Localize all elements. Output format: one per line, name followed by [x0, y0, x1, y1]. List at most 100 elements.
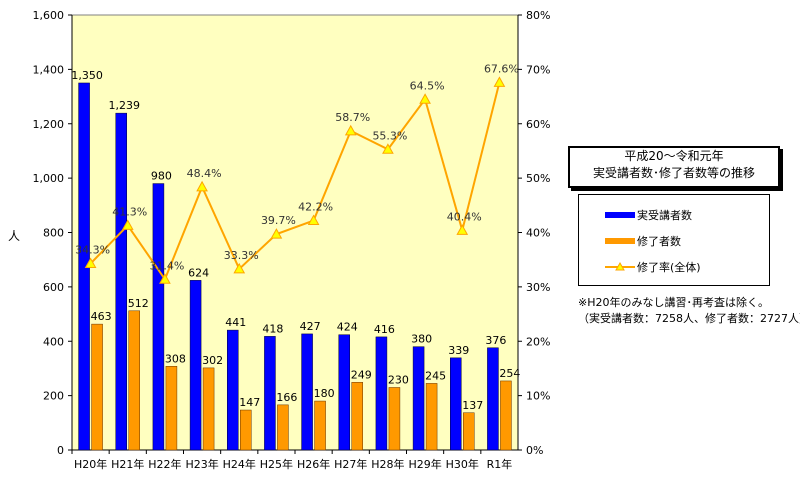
footnote-line-1: ※H20年のみなし講習･再考査は除く。	[578, 296, 769, 309]
data-label-enrollees: 1,239	[109, 99, 141, 112]
data-label-rate: 33.3%	[224, 249, 259, 262]
bar-completers	[314, 400, 326, 451]
rate-marker	[307, 214, 320, 226]
data-label-rate: 31.4%	[149, 259, 184, 272]
data-label-enrollees: 1,350	[71, 69, 103, 82]
y-tick-label-left: 0	[57, 444, 64, 457]
bar-completers	[240, 409, 252, 451]
y-tick-label-right: 10%	[526, 390, 550, 403]
y-tick-label-right: 20%	[526, 335, 550, 348]
data-label-enrollees: 380	[411, 333, 432, 346]
data-label-rate: 40.4%	[447, 210, 482, 223]
data-label-completers: 254	[499, 367, 520, 380]
rate-marker	[84, 257, 97, 268]
data-label-rate: 34.3%	[75, 243, 110, 256]
bar-completers	[500, 380, 512, 451]
rate-marker	[196, 180, 208, 192]
footnote-line-2: （実受講者数：7258人、修了者数：2727人）	[578, 312, 800, 325]
bar-enrollees	[338, 334, 350, 451]
plot-area	[71, 14, 519, 451]
data-label-completers: 147	[239, 396, 260, 409]
y-tick-label-right: 60%	[526, 118, 550, 131]
bar-enrollees	[450, 357, 462, 451]
data-label-completers: 230	[388, 373, 409, 386]
legend-label-completers: 修了者数	[637, 235, 681, 248]
bar-completers	[165, 366, 178, 451]
data-label-completers: 166	[276, 391, 297, 404]
data-label-enrollees: 441	[225, 316, 246, 329]
data-label-completers: 302	[202, 354, 223, 367]
bar-enrollees	[487, 347, 499, 451]
x-tick-label: H22年	[148, 457, 181, 471]
data-label-completers: 180	[314, 387, 335, 400]
rate-marker	[344, 124, 357, 136]
data-label-rate: 55.3%	[372, 129, 407, 142]
rate-marker	[159, 273, 171, 284]
data-label-rate: 39.7%	[261, 214, 296, 227]
data-label-enrollees: 376	[485, 334, 506, 347]
data-label-enrollees: 416	[374, 323, 395, 336]
rate-marker	[121, 219, 134, 230]
data-label-enrollees: 339	[448, 344, 469, 357]
rate-marker	[456, 224, 469, 235]
y-tick-label-right: 70%	[526, 63, 550, 76]
legend-item-enrollees: 実受講者数	[605, 207, 692, 223]
y-tick-label-left: 1,400	[33, 63, 65, 76]
data-label-completers: 308	[165, 352, 186, 365]
data-label-completers: 249	[351, 368, 372, 381]
x-tick-label: H30年	[446, 457, 479, 471]
data-label-completers: 245	[425, 369, 446, 382]
rate-marker	[233, 262, 246, 274]
y-tick-label-left: 200	[43, 390, 64, 403]
bar-completers	[277, 404, 289, 451]
y-tick-label-left: 800	[43, 227, 64, 240]
data-label-enrollees: 418	[262, 322, 283, 335]
legend-swatch-orange	[605, 233, 635, 249]
x-tick-label: H20年	[74, 457, 107, 471]
legend-label-enrollees: 実受講者数	[637, 209, 692, 222]
bar-enrollees	[412, 346, 425, 451]
y-tick-label-right: 50%	[526, 172, 550, 185]
data-label-rate: 58.7%	[335, 111, 370, 124]
rate-marker	[419, 93, 431, 104]
x-tick-label: H24年	[223, 457, 256, 471]
y-tick-label-left: 1,200	[33, 118, 65, 131]
data-label-rate: 67.6%	[484, 62, 519, 75]
data-label-completers: 512	[128, 297, 149, 310]
bar-enrollees	[115, 112, 127, 451]
bar-completers	[351, 382, 363, 451]
rate-line	[89, 82, 501, 282]
x-tick-label: H28年	[371, 457, 404, 471]
bar-completers	[91, 323, 103, 451]
data-label-rate: 64.5%	[410, 79, 445, 92]
bar-enrollees	[152, 183, 165, 451]
x-tick-label: H26年	[297, 457, 330, 471]
rate-marker	[270, 228, 283, 239]
bar-enrollees	[227, 329, 239, 451]
y-tick-label-left: 1,600	[33, 9, 65, 22]
bar-completers	[202, 367, 215, 451]
y-tick-label-left: 400	[43, 335, 64, 348]
data-label-rate: 48.4%	[187, 167, 222, 180]
bar-completers	[388, 387, 401, 451]
x-tick-label: R1年	[487, 457, 513, 471]
y-tick-label-right: 40%	[526, 227, 550, 240]
y-tick-label-left: 1,000	[33, 172, 65, 185]
data-label-completers: 463	[91, 310, 112, 323]
chart-title-line-1: 平成20～令和元年	[624, 149, 724, 163]
bar-completers	[425, 383, 438, 451]
x-tick-label: H21年	[111, 457, 144, 471]
legend: 実受講者数 修了者数 修了率(全体)	[578, 194, 770, 286]
legend-item-completers: 修了者数	[605, 233, 681, 249]
bar-completers	[463, 412, 475, 451]
bar-enrollees	[375, 336, 388, 451]
data-label-completers: 137	[462, 399, 483, 412]
y-tick-label-right: 80%	[526, 9, 550, 22]
rate-marker	[382, 143, 394, 154]
y-tick-label-right: 0%	[526, 444, 543, 457]
bar-enrollees	[301, 333, 313, 451]
legend-swatch-blue	[605, 207, 635, 223]
y-axis-label: 人	[8, 229, 20, 243]
data-label-enrollees: 624	[188, 266, 209, 279]
